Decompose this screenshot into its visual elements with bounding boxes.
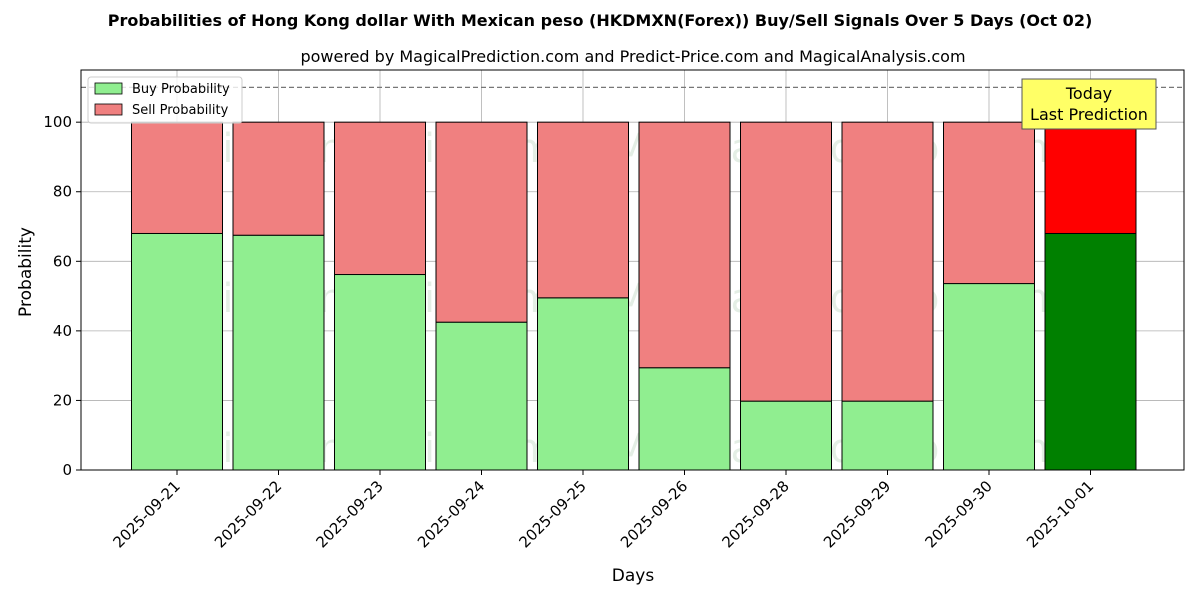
y-tick-label: 60 [53,252,72,270]
bar-buy-2025-09-25 [537,297,629,471]
y-tick-label: 0 [62,461,72,479]
legend: Buy Probability Sell Probability [87,76,243,124]
bar-buy-2025-10-01 [1044,232,1137,471]
legend-box [87,76,243,124]
bar-buy-2025-09-21 [131,232,223,471]
legend-swatch-buy [94,82,123,95]
legend-swatch-sell [94,103,123,116]
bar-sell-2025-09-25 [537,121,629,299]
legend-label-sell: Sell Probability [132,103,229,118]
bar-sell-2025-09-21 [131,121,223,234]
x-axis-label: Days [612,566,655,586]
bar-buy-2025-09-24 [435,321,528,471]
bar-sell-2025-09-26 [638,121,731,369]
bar-buy-2025-09-28 [740,400,832,471]
bar-sell-2025-09-24 [435,121,528,323]
bar-buy-2025-09-22 [232,234,325,471]
bar-sell-2025-09-22 [232,121,325,236]
today-annotation-box [1021,78,1157,130]
bar-sell-2025-10-01 [1044,121,1137,234]
y-axis-ticks: 0 20 40 60 80 100 [43,113,81,479]
bar-sell-2025-09-23 [334,121,426,276]
y-tick-label: 20 [53,391,72,409]
bars [131,121,1137,471]
today-annotation: Today Last Prediction [1021,78,1157,130]
chart-subtitle: powered by MagicalPrediction.com and Pre… [300,47,965,66]
bar-buy-2025-09-23 [334,274,426,471]
y-tick-label: 100 [43,113,72,131]
chart-title: Probabilities of Hong Kong dollar With M… [108,11,1093,30]
y-axis-label: Probability [16,227,36,317]
bar-buy-2025-09-29 [841,400,934,471]
legend-label-buy: Buy Probability [132,82,230,97]
today-annotation-line2: Last Prediction [1030,105,1148,124]
bar-buy-2025-09-30 [943,283,1035,471]
bar-buy-2025-09-26 [638,367,731,471]
bar-sell-2025-09-29 [841,121,934,402]
plot-frame [80,69,1185,471]
y-tick-label: 80 [53,183,72,201]
today-annotation-line1: Today [1065,84,1112,103]
bar-sell-2025-09-28 [740,121,832,402]
bar-sell-2025-09-30 [943,121,1035,285]
y-tick-label: 40 [53,322,72,340]
